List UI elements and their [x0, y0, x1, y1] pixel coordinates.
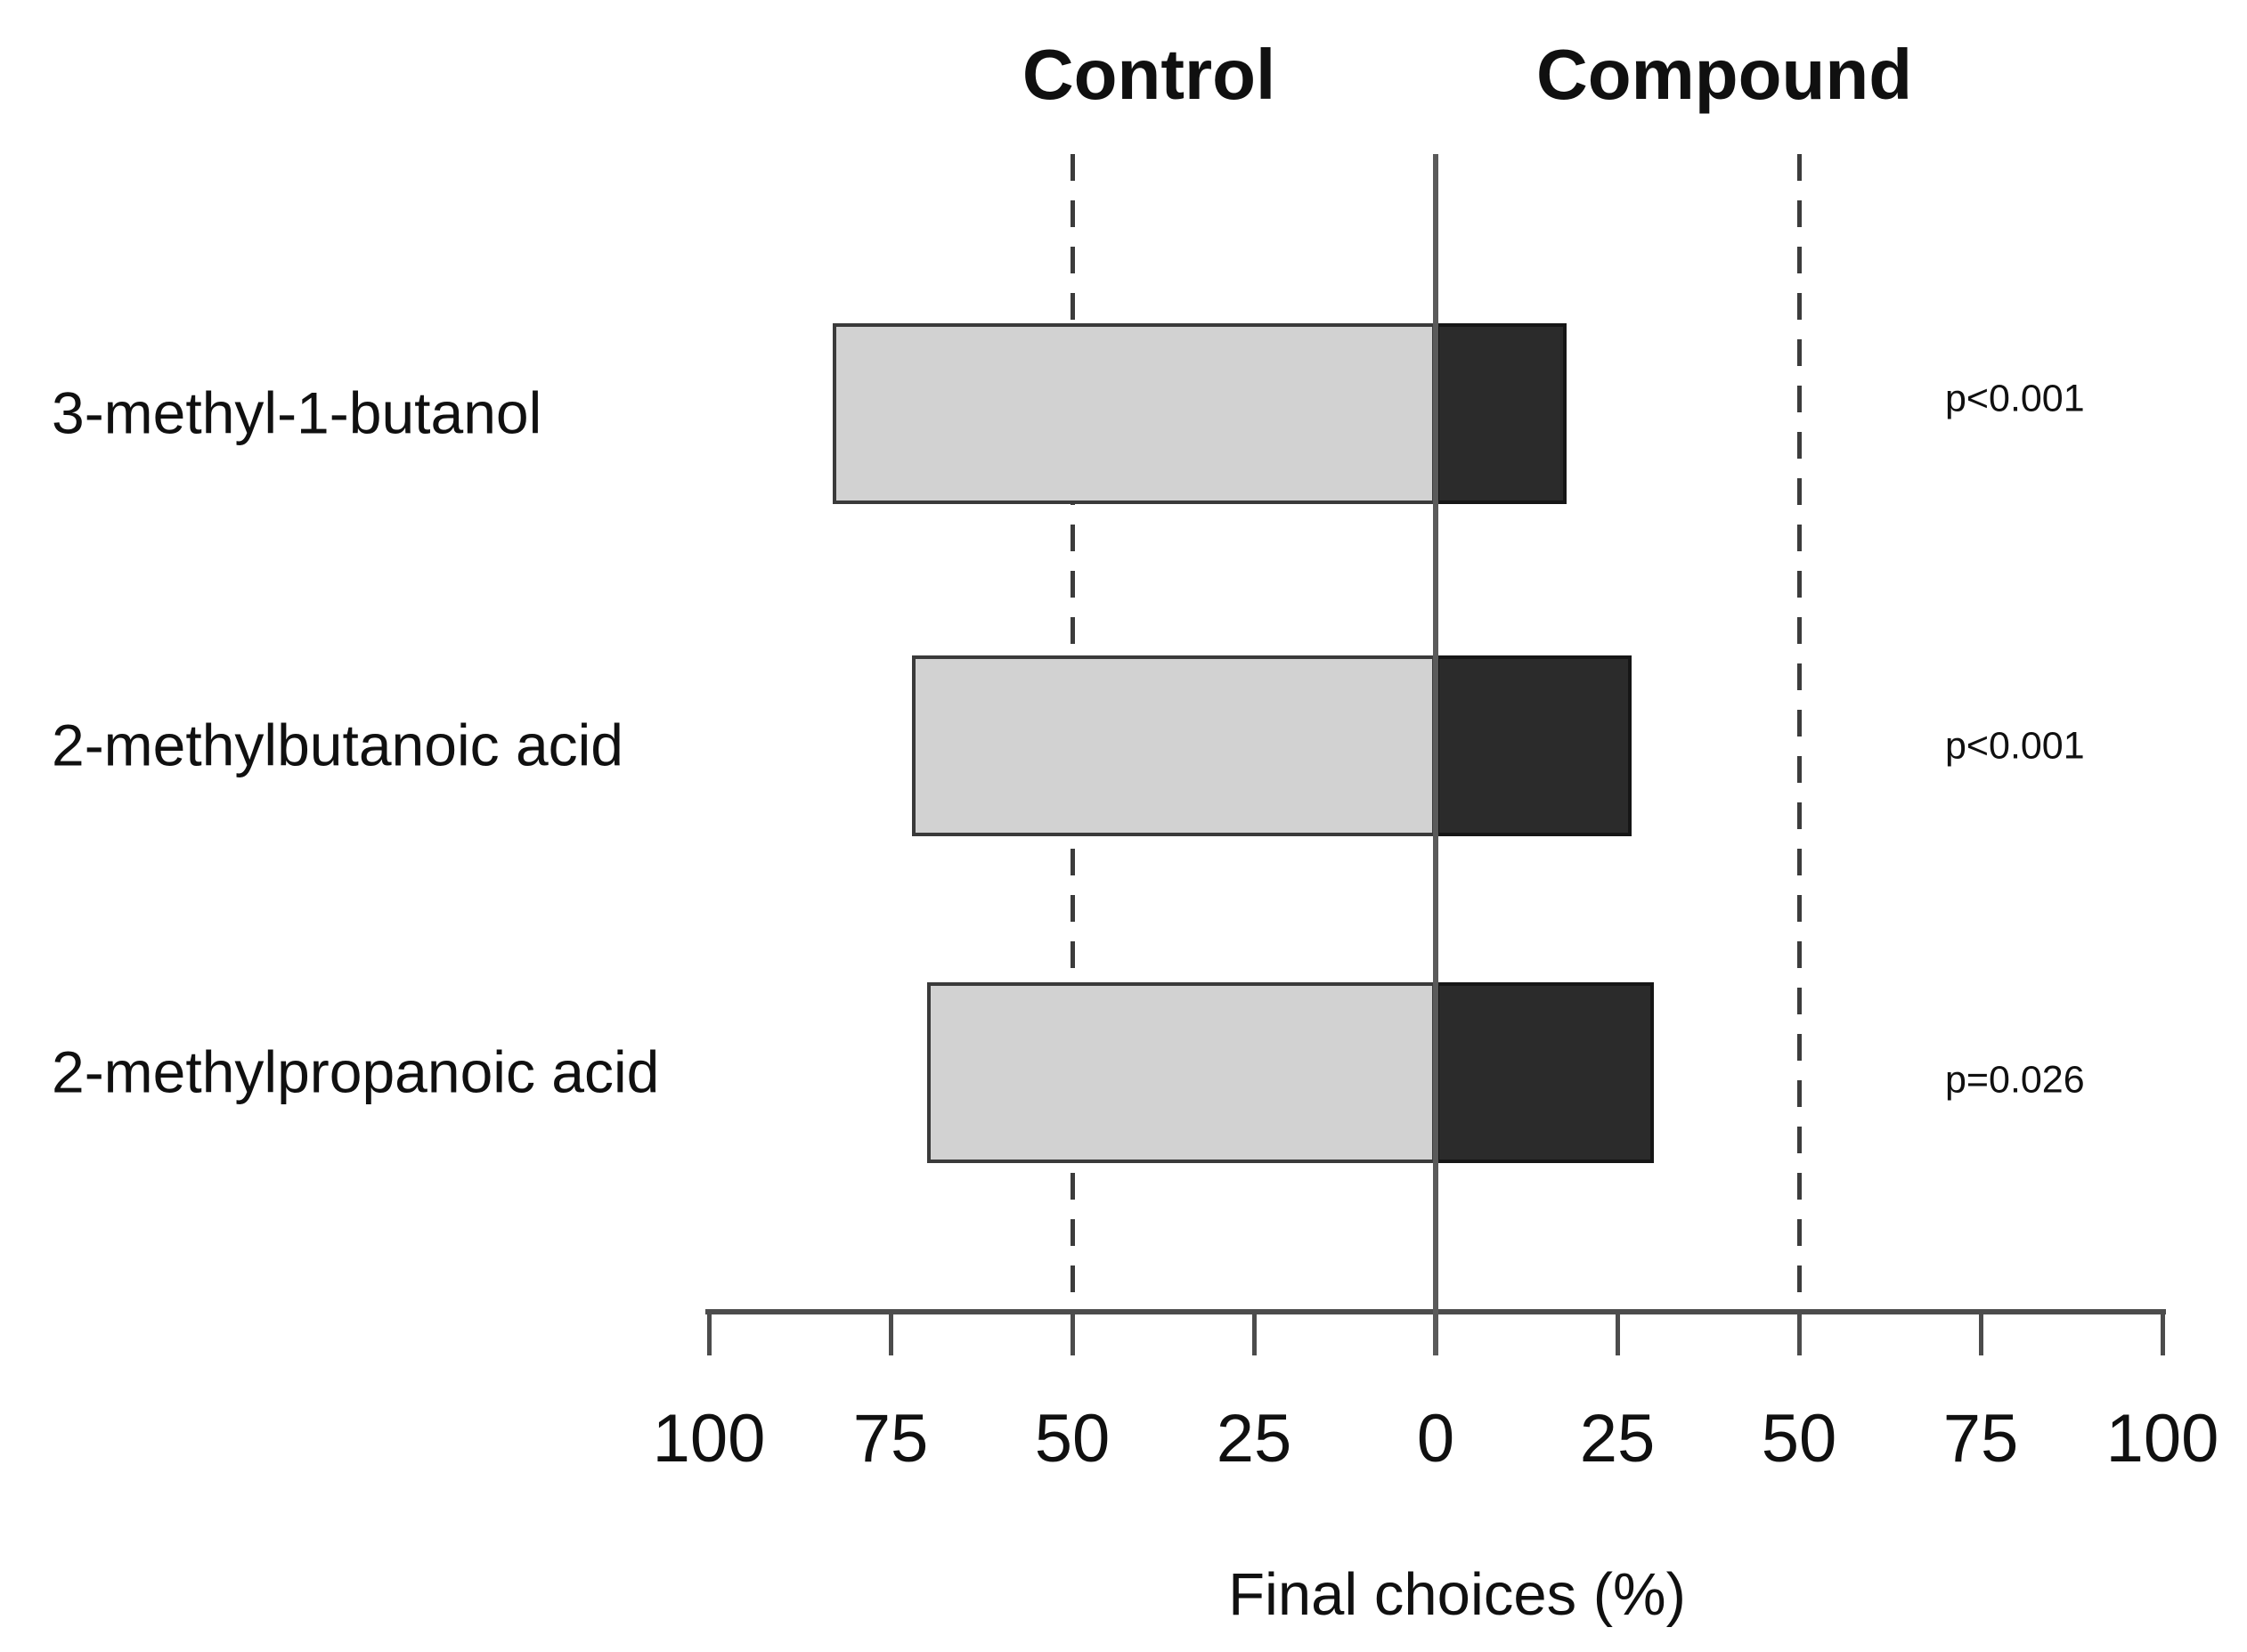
- x-axis-tick-label: 0: [1416, 1401, 1455, 1477]
- x-axis-tick: [2161, 1309, 2165, 1355]
- category-label: 3-methyl-1-butanol: [52, 378, 542, 445]
- x-axis-tick: [707, 1309, 712, 1355]
- x-axis-title: Final choices (%): [1228, 1561, 1686, 1628]
- x-axis-tick-label: 100: [652, 1401, 766, 1477]
- x-axis-tick-label: 75: [1942, 1401, 2019, 1477]
- x-axis-tick-label: 100: [2105, 1401, 2219, 1477]
- x-axis-tick-label: 50: [1761, 1401, 1837, 1477]
- x-axis-tick-label: 75: [852, 1401, 929, 1477]
- zero-reference-line: [1433, 154, 1438, 1355]
- x-axis-tick: [1071, 1309, 1075, 1355]
- x-axis-tick: [1616, 1309, 1620, 1355]
- category-label: 2-methylbutanoic acid: [52, 711, 624, 777]
- x-axis-tick: [1252, 1309, 1257, 1355]
- category-label: 2-methylpropanoic acid: [52, 1038, 660, 1104]
- x-axis-tick-label: 50: [1034, 1401, 1111, 1477]
- column-header-compound: Compound: [1535, 35, 1913, 114]
- x-axis-tick: [1979, 1309, 1983, 1355]
- x-axis-tick: [889, 1309, 893, 1355]
- p-value-label: p<0.001: [1945, 724, 2085, 768]
- bar-compound-1: [1436, 655, 1632, 836]
- x-axis-tick: [1797, 1309, 1802, 1355]
- bar-compound-2: [1436, 982, 1654, 1163]
- x-axis-tick-label: 25: [1216, 1401, 1292, 1477]
- bar-compound-0: [1436, 323, 1567, 504]
- bar-control-2: [926, 982, 1436, 1163]
- p-value-label: p<0.001: [1945, 377, 2085, 420]
- p-value-label: p=0.026: [1945, 1058, 2085, 1102]
- bar-control-0: [832, 323, 1436, 504]
- column-header-control: Control: [1022, 35, 1276, 114]
- bar-control-1: [912, 655, 1436, 836]
- x-axis-tick-label: 25: [1579, 1401, 1656, 1477]
- dashed-guide-line: [1797, 154, 1802, 1309]
